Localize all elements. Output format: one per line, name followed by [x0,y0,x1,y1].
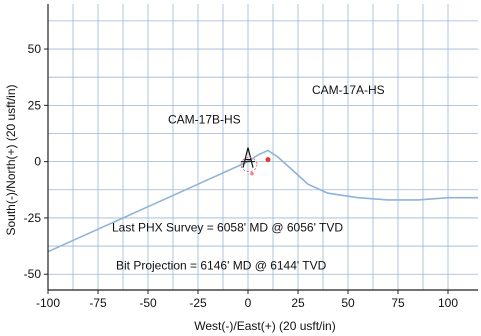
x-tick-label: 50 [341,296,355,310]
well-markers [240,147,271,176]
red-marker [250,171,254,176]
x-tick-label: 25 [291,296,305,310]
annotation-label: Bit Projection = 6146' MD @ 6144' TVD [116,259,327,273]
y-tick-label: 50 [28,42,42,56]
tick-labels: -100 -75 -50 -25 0 25 50 75 100 -50 -25 0 25 50 [24,42,459,310]
annotation-label: Last PHX Survey = 6058' MD @ 6056' TVD [112,220,343,234]
red-marker [265,157,271,163]
x-tick-label: -25 [189,296,207,310]
annotations: CAM-17A-HS CAM-17B-HS Last PHX Survey = 60… [112,83,385,273]
series-lines [47,149,478,253]
series-line [247,149,478,201]
x-tick-label: 75 [391,296,405,310]
x-tick-label: -75 [89,296,107,310]
x-tick-label: -50 [139,296,157,310]
annotation-label: CAM-17B-HS [168,112,241,126]
y-tick-label: 25 [28,98,42,112]
y-axis-label: South(-)/North(+) (20 usft/in) [4,84,18,235]
y-tick-label: 0 [34,155,41,169]
axes [44,4,478,294]
series-line [47,160,249,253]
x-tick-label: 0 [245,296,252,310]
x-tick-label: 100 [438,296,458,310]
grid-lines [47,4,478,290]
x-tick-label: -100 [36,296,60,310]
y-tick-label: -25 [24,211,42,225]
x-axis-label: West(-)/East(+) (20 usft/in) [194,319,335,333]
target-circle [240,157,258,173]
rig-symbol [242,147,254,168]
annotation-label: CAM-17A-HS [312,83,385,97]
y-tick-label: -50 [24,267,42,281]
